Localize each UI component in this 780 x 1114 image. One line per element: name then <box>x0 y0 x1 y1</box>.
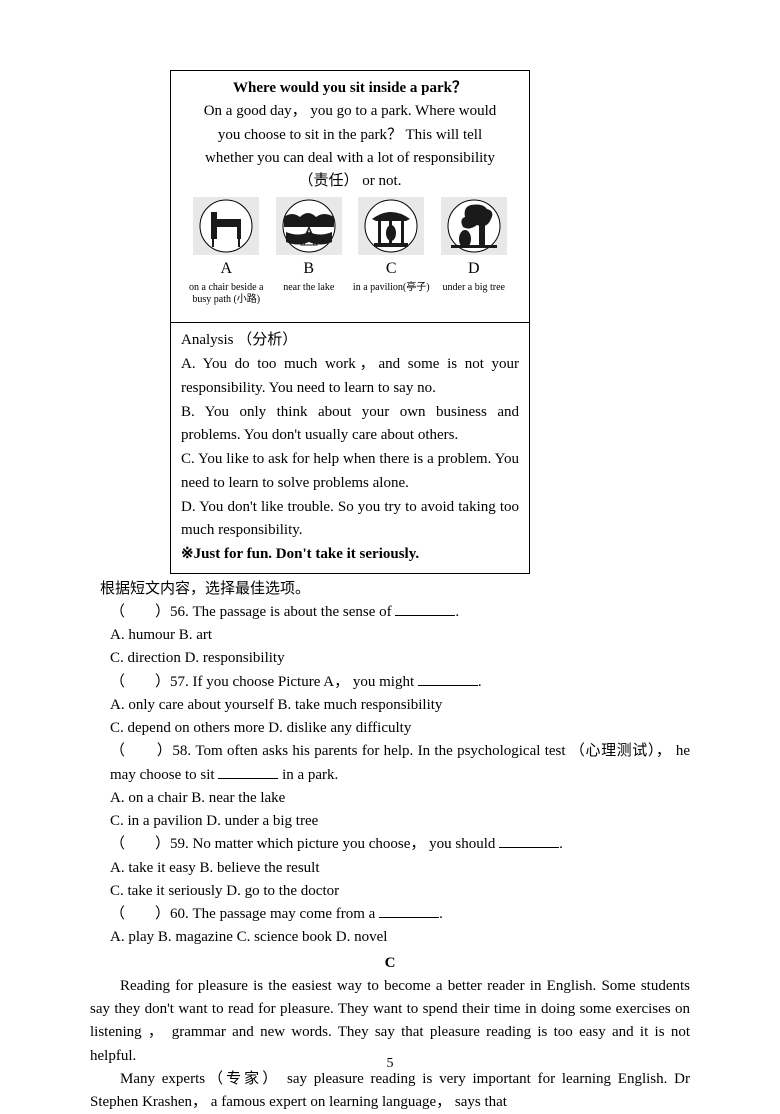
analysis-d: D. You don't like trouble. So you try to… <box>181 496 519 543</box>
q59-opts2: C. take it seriously D. go to the doctor <box>110 880 690 903</box>
footnote: ※Just for fun. Don't take it seriously. <box>181 543 519 566</box>
q56-opts1: A. humour B. art <box>110 624 690 647</box>
pic-caption-a: on a chair beside a busy path (小路) <box>186 282 266 316</box>
blank-56 <box>395 601 455 616</box>
pic-letter-d: D <box>468 257 480 282</box>
pic-letter-b: B <box>303 257 314 282</box>
box-intro-2: you choose to sit in the park？ This will… <box>181 124 519 147</box>
question-58: （ ）58. Tom often asks his parents for he… <box>90 740 690 787</box>
blank-58 <box>218 764 278 779</box>
chair-icon <box>193 197 259 255</box>
box-intro-3: whether you can deal with a lot of respo… <box>181 147 519 170</box>
quiz-box: Where would you sit inside a park？ On a … <box>170 70 530 574</box>
pictures-row: A on a chair beside a busy path (小路) B n… <box>181 193 519 316</box>
box-intro-1: On a good day， you go to a park. Where w… <box>181 100 519 123</box>
q60-opts1: A. play B. magazine C. science book D. n… <box>110 926 690 949</box>
blank-59 <box>499 833 559 848</box>
instruction: 根据短文内容，选择最佳选项。 <box>100 578 690 601</box>
question-59: （ ）59. No matter which picture you choos… <box>110 833 690 856</box>
question-57: （ ）57. If you choose Picture A， you migh… <box>110 671 690 694</box>
picture-b: B near the lake <box>269 197 349 316</box>
q58-opts1: A. on a chair B. near the lake <box>110 787 690 810</box>
pavilion-icon <box>358 197 424 255</box>
q57-opts2: C. depend on others more D. dislike any … <box>110 717 690 740</box>
picture-c: C in a pavilion(亭子) <box>351 197 431 316</box>
analysis-a: A. You do too much work，and some is not … <box>181 353 519 400</box>
box-intro-4: （责任） or not. <box>181 170 519 193</box>
pic-letter-a: A <box>220 257 232 282</box>
q59-stem: （ ）59. No matter which picture you choos… <box>110 836 499 852</box>
q59-opts1: A. take it easy B. believe the result <box>110 857 690 880</box>
q56-after: . <box>455 604 459 620</box>
box-title: Where would you sit inside a park？ <box>181 77 519 100</box>
blank-57 <box>418 671 478 686</box>
analysis-section: Analysis （分析） A. You do too much work，an… <box>171 323 529 573</box>
q58-stem: （ ）58. Tom often asks his parents for he… <box>110 743 690 782</box>
q59-after: . <box>559 836 563 852</box>
analysis-c: C. You like to ask for help when there i… <box>181 448 519 495</box>
question-56: （ ）56. The passage is about the sense of… <box>110 601 690 624</box>
q56-opts2: C. direction D. responsibility <box>110 647 690 670</box>
q57-stem: （ ）57. If you choose Picture A， you migh… <box>110 674 418 690</box>
q56-stem: （ ）56. The passage is about the sense of <box>110 604 395 620</box>
analysis-title: Analysis （分析） <box>181 329 519 352</box>
lake-icon <box>276 197 342 255</box>
tree-icon <box>441 197 507 255</box>
pic-caption-c: in a pavilion(亭子) <box>353 282 430 316</box>
pic-caption-b: near the lake <box>283 282 334 316</box>
q58-opts2: C. in a pavilion D. under a big tree <box>110 810 690 833</box>
q60-stem: （ ）60. The passage may come from a <box>110 906 379 922</box>
pic-letter-c: C <box>386 257 397 282</box>
pic-caption-d: under a big tree <box>443 282 505 316</box>
analysis-b: B. You only think about your own busines… <box>181 401 519 448</box>
q60-after: . <box>439 906 443 922</box>
q57-after: . <box>478 674 482 690</box>
q58-after: in a park. <box>278 767 338 783</box>
section-c-heading: C <box>90 952 690 975</box>
q57-opts1: A. only care about yourself B. take much… <box>110 694 690 717</box>
blank-60 <box>379 903 439 918</box>
question-60: （ ）60. The passage may come from a . <box>110 903 690 926</box>
picture-a: A on a chair beside a busy path (小路) <box>186 197 266 316</box>
quiz-box-top: Where would you sit inside a park？ On a … <box>171 71 529 323</box>
picture-d: D under a big tree <box>434 197 514 316</box>
page-number: 5 <box>0 1053 780 1075</box>
